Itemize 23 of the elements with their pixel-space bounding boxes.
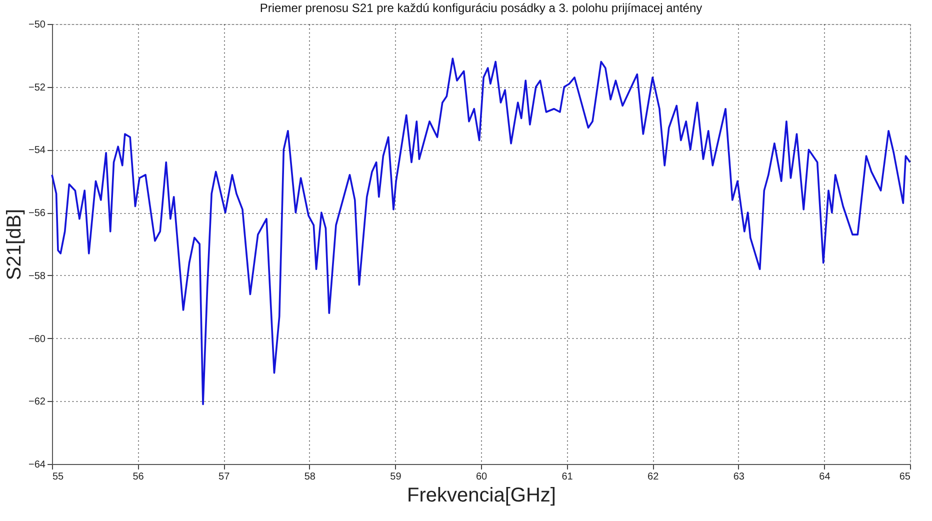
line-series xyxy=(51,58,911,406)
y-tick-label: −56 xyxy=(28,208,46,220)
y-axis-title: S21[dB] xyxy=(4,208,26,280)
x-tick-label: 65 xyxy=(899,472,911,482)
chart-title: Priemer prenosu S21 pre každú konfiguráciu posádky a 3. polohu prijímacej antény xyxy=(260,1,702,15)
x-tick-label: 60 xyxy=(476,472,488,482)
x-axis-title: Frekvencia[GHz] xyxy=(407,484,556,506)
x-tick-label: 61 xyxy=(562,472,574,482)
y-tick-label: −62 xyxy=(28,396,46,408)
x-tick-label: 62 xyxy=(648,472,660,482)
x-tick-label: 63 xyxy=(733,472,745,482)
y-tick-label: −58 xyxy=(28,270,46,282)
x-tick-label: 55 xyxy=(52,472,64,482)
x-tick-label: 58 xyxy=(304,472,316,482)
y-tick-label: −50 xyxy=(28,20,46,30)
x-tick-label: 64 xyxy=(819,472,831,482)
x-tick-label: 57 xyxy=(218,472,230,482)
y-tick-label: −60 xyxy=(28,334,46,345)
y-tick-label: −54 xyxy=(28,145,46,156)
x-tick-label: 56 xyxy=(132,472,144,482)
x-tick-label: 59 xyxy=(390,472,402,482)
y-tick-label: −64 xyxy=(28,460,46,470)
y-tick-label: −52 xyxy=(28,82,46,94)
